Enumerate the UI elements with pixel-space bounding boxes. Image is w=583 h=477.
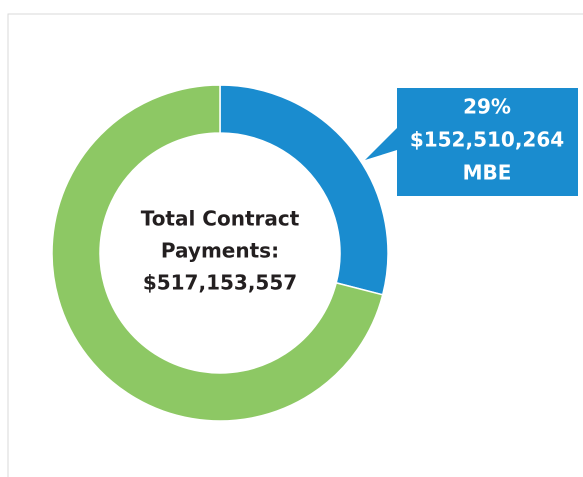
- callout-label: $152,510,264: [410, 128, 564, 152]
- frame: [7, 13, 583, 477]
- donut-slice: [51, 84, 384, 422]
- center-label: $517,153,557: [143, 271, 297, 295]
- callout-box: [365, 88, 578, 196]
- callout-label: 29%: [463, 95, 511, 119]
- center-label: Payments:: [161, 239, 279, 263]
- donut-slice: [219, 84, 389, 296]
- callout-label: MBE: [463, 161, 512, 185]
- center-label: Total Contract: [141, 207, 300, 231]
